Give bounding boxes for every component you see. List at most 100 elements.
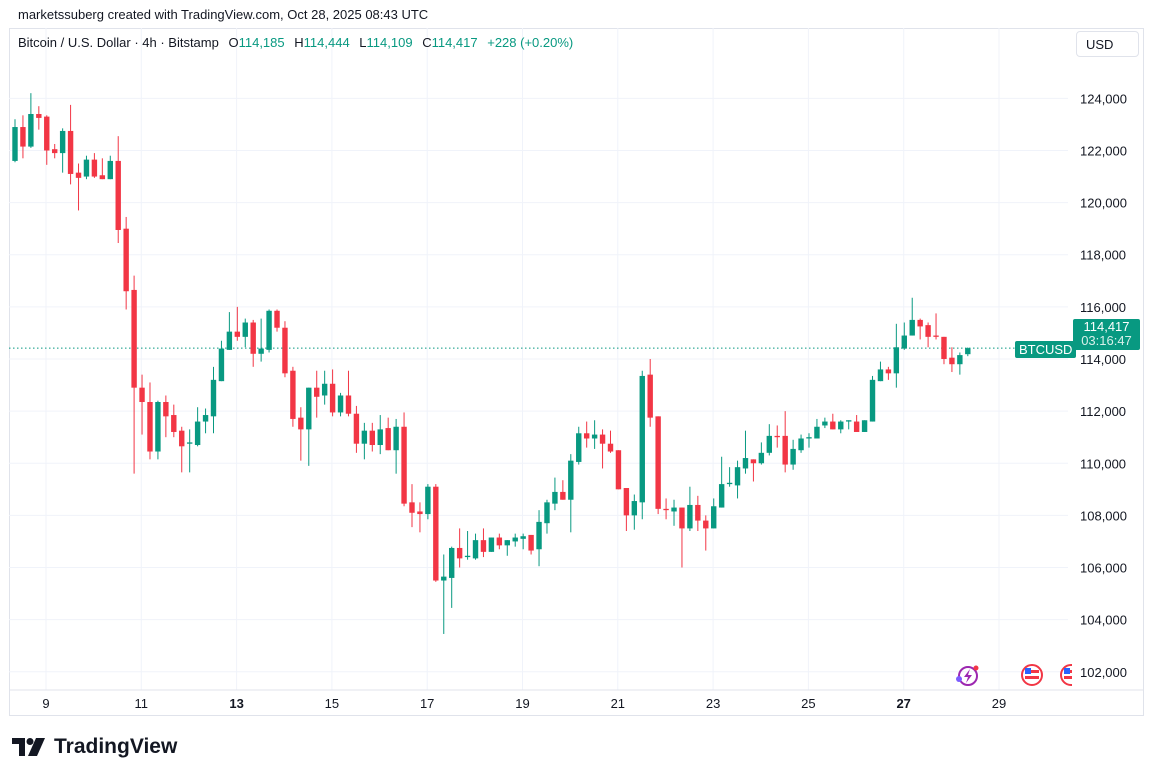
x-tick-label: 29 (992, 696, 1006, 711)
candle-body-up (186, 442, 193, 444)
candle-body-up (12, 127, 18, 161)
y-tick-label: 110,000 (1080, 456, 1126, 471)
candle-body-up (568, 460, 574, 500)
candle-body-up (242, 322, 248, 337)
y-tick-label: 124,000 (1080, 91, 1127, 106)
candle-body-down (123, 228, 129, 292)
candle-body-down (695, 504, 701, 521)
candle-body-down (290, 370, 296, 419)
candle-body-up (210, 379, 217, 417)
candle-body-up (790, 448, 796, 465)
candle-body-up (425, 486, 431, 515)
candle-body-up (194, 421, 201, 446)
candle-body-down (703, 520, 709, 529)
tradingview-logo[interactable]: TradingView (12, 735, 177, 759)
candle-body-down (91, 159, 98, 177)
candle-body-down (607, 443, 614, 452)
high-label: H (294, 35, 304, 50)
candle-body-up (306, 387, 312, 430)
candle-body-up (909, 319, 915, 336)
candle-body-up (544, 502, 550, 524)
candle-body-up (361, 430, 368, 444)
candle-body-down (115, 160, 121, 230)
candle-body-down (171, 415, 177, 432)
candle-body-down (853, 421, 860, 432)
candle-body-down (583, 433, 590, 439)
candle-body-down (830, 421, 836, 430)
x-tick-label: 19 (515, 696, 529, 711)
candle-body-up (321, 383, 328, 396)
candle-body-down (314, 387, 320, 397)
candle-body-up (877, 369, 884, 382)
candle-body-up (718, 484, 725, 508)
close-value: 114,417 (431, 35, 478, 50)
open-value: 114,185 (238, 35, 285, 50)
lightning-event-icon[interactable] (956, 665, 979, 686)
open-label: O (228, 35, 239, 50)
candle-body-up (806, 437, 812, 439)
candle-body-up (869, 379, 876, 422)
candle-body-down (496, 537, 503, 546)
candle-body-up (687, 504, 693, 529)
y-tick-label: 116,000 (1080, 300, 1126, 315)
candle-body-down (36, 114, 42, 118)
x-tick-label: 23 (706, 696, 720, 711)
y-tick-label: 102,000 (1080, 665, 1127, 680)
candle-body-down (274, 310, 280, 328)
candle-body-up (28, 114, 34, 147)
last-price: 114,417 (1083, 319, 1130, 334)
candle-body-up (901, 335, 907, 349)
symbol-price-tag: BTCUSD (1015, 341, 1077, 358)
us-flag-event-icon[interactable] (1021, 664, 1043, 686)
us-flag-event-icon[interactable] (1060, 664, 1081, 686)
low-value: 114,109 (366, 35, 413, 50)
x-tick-label: 11 (135, 696, 149, 711)
candle-body-up (822, 421, 828, 426)
bar-countdown: 03:16:47 (1081, 333, 1132, 348)
candle-body-up (218, 348, 225, 382)
candle-body-down (782, 435, 788, 465)
candle-body-up (202, 415, 209, 422)
y-tick-label: 108,000 (1080, 508, 1127, 523)
candle-body-up (591, 434, 598, 439)
candle-body-down (75, 172, 82, 178)
candle-body-down (329, 383, 336, 413)
candle-body-up (464, 555, 471, 558)
candle-body-down (663, 508, 669, 511)
candle-body-up (838, 421, 844, 430)
candle-body-down (131, 289, 137, 388)
candle-body-down (139, 387, 145, 403)
candle-body-down (234, 331, 241, 337)
candle-body-up (742, 458, 749, 469)
candle-body-up (441, 576, 447, 581)
candle-body-up (726, 482, 733, 485)
candle-body-down (456, 547, 463, 559)
candle-body-up (552, 491, 558, 504)
candle-body-down (647, 374, 653, 418)
candle-body-up (893, 347, 900, 374)
candle-body-down (401, 426, 407, 504)
symbol-legend: Bitcoin / U.S. Dollar · 4h · Bitstamp O1… (18, 35, 573, 50)
x-tick-label: 9 (42, 696, 49, 711)
x-tick-label: 17 (420, 696, 434, 711)
y-tick-label: 104,000 (1080, 613, 1127, 628)
candle-body-down (99, 175, 106, 180)
candle-body-down (409, 502, 415, 513)
candle-body-down (949, 357, 955, 365)
candle-body-down (20, 127, 26, 147)
candle-body-down (417, 511, 423, 515)
close-label: C (422, 35, 432, 50)
candle-body-up (798, 438, 804, 451)
x-tick-label: 21 (611, 696, 625, 711)
candle-body-down (67, 130, 74, 174)
y-tick-label: 112,000 (1080, 404, 1126, 419)
candle-body-down (933, 335, 939, 337)
candle-body-down (345, 395, 352, 414)
y-tick-label: 114,000 (1080, 352, 1126, 367)
candle-body-up (734, 467, 741, 486)
candle-body-down (52, 149, 58, 154)
candle-body-down (925, 325, 931, 337)
currency-button[interactable]: USD (1076, 31, 1139, 57)
candle-body-up (520, 536, 526, 539)
